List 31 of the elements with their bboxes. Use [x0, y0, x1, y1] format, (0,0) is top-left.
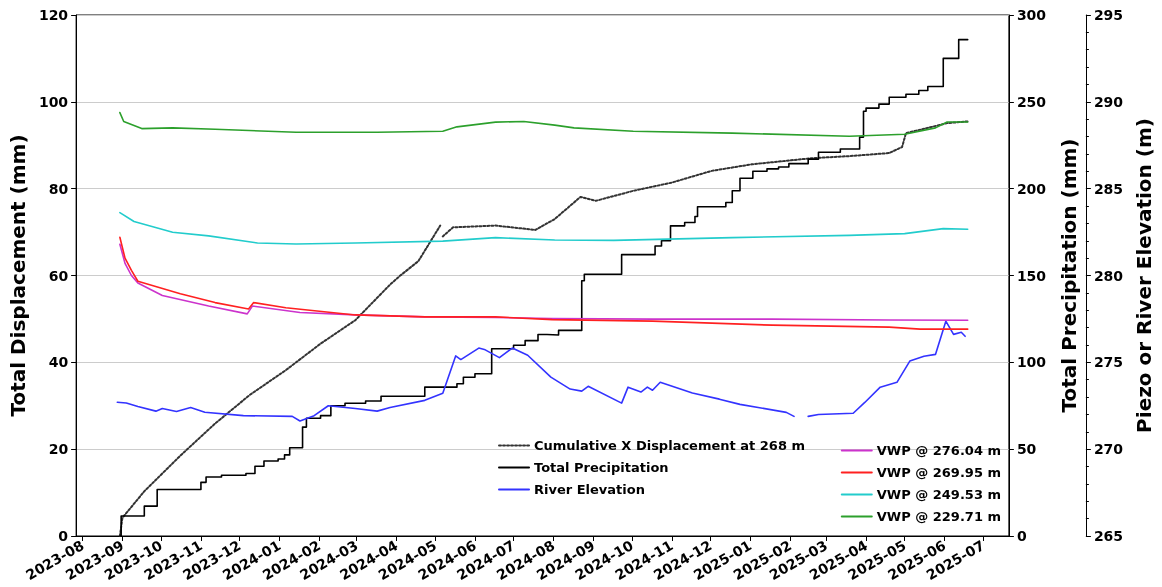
y3-tick-label: 280	[1093, 267, 1124, 284]
y-tick-label: 120	[38, 7, 69, 23]
y2-tick-label: 100	[1016, 354, 1047, 371]
y2-axis-title: Total Precipitation (mm)	[1056, 138, 1081, 413]
y2-tick-label: 300	[1016, 7, 1047, 23]
y2-tick-label: 50	[1016, 441, 1037, 458]
y2-tick-label: 0	[1016, 528, 1027, 544]
y3-tick-label: 275	[1093, 354, 1124, 371]
y3-axis-title: Piezo or River Elevation (m)	[1132, 118, 1156, 433]
legend-label: VWP @ 276.04 m	[876, 443, 1001, 458]
y2-tick-label: 250	[1016, 93, 1047, 110]
y-axis-title: Total Displacement (mm)	[6, 134, 30, 417]
y3-tick-label: 270	[1093, 441, 1124, 458]
y-tick-label: 100	[38, 93, 69, 110]
y3-tick-label: 265	[1093, 528, 1124, 544]
y3-tick-label: 285	[1093, 180, 1124, 197]
y-tick-label: 40	[48, 354, 69, 371]
y-tick-label: 80	[48, 180, 69, 197]
legend-label: Cumulative X Displacement at 268 m	[534, 438, 805, 453]
y-tick-label: 0	[58, 528, 69, 544]
legend-label: River Elevation	[534, 482, 645, 497]
y2-tick-label: 200	[1016, 180, 1047, 197]
y-tick-label: 60	[48, 267, 69, 284]
y2-tick-label: 150	[1016, 267, 1047, 284]
y-tick-label: 20	[48, 441, 69, 458]
y3-tick-label: 290	[1093, 93, 1124, 110]
legend-label: Total Precipitation	[534, 460, 669, 475]
legend-label: VWP @ 229.71 m	[876, 509, 1001, 524]
legend-label: VWP @ 249.53 m	[876, 487, 1001, 502]
y3-tick-label: 295	[1093, 7, 1124, 23]
legend-label: VWP @ 269.95 m	[876, 465, 1001, 480]
